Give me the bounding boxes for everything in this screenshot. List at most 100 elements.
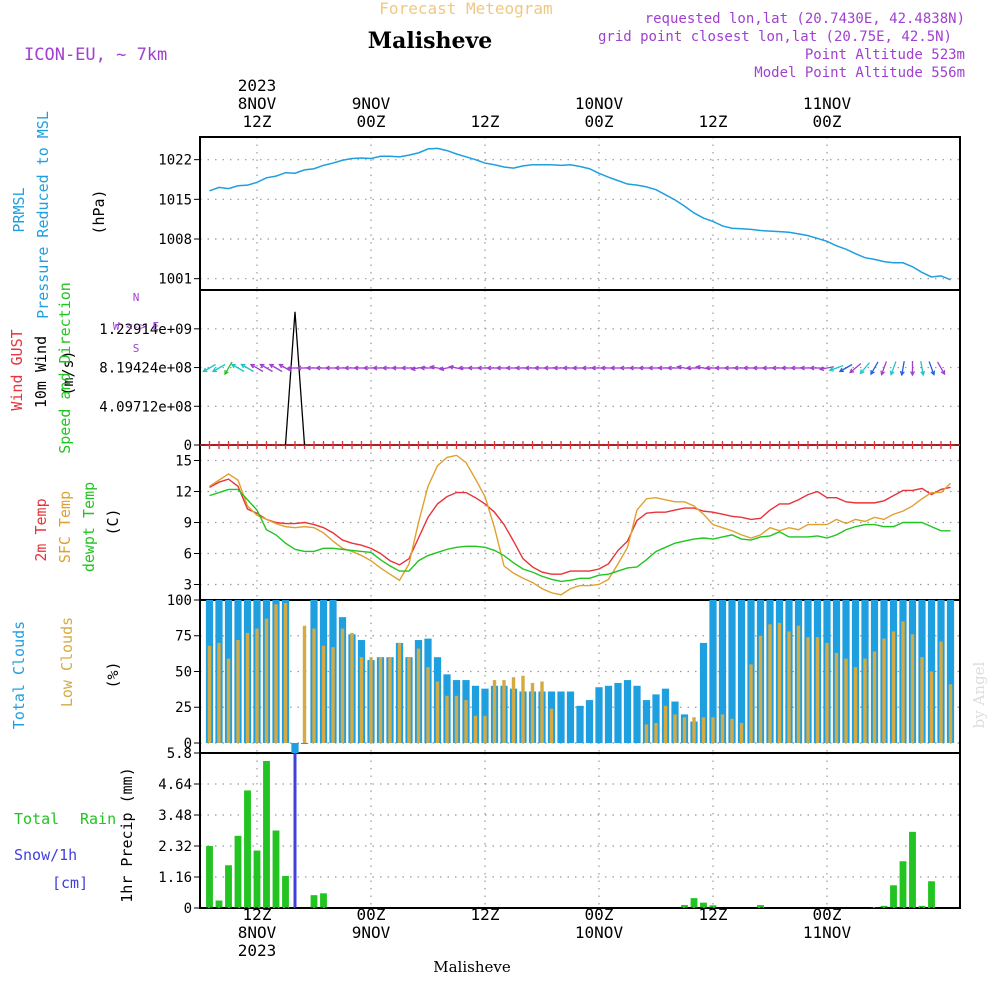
- rain-bar: [690, 898, 698, 908]
- rain-bar: [225, 865, 232, 908]
- low-cloud-bar: [673, 714, 677, 743]
- wind-dir-label: Speed and Direction: [56, 282, 74, 454]
- wind-arrow-head: [562, 365, 568, 371]
- panels: 1022 1015 1008 1001 1.22914e+09 8.19424e+08 4.…: [99, 136, 961, 917]
- low-cloud-bar: [312, 628, 316, 743]
- wind-arrow-head: [324, 365, 330, 371]
- wind-arrow-head: [533, 365, 539, 371]
- requested-coords: requested lon,lat (20.7430E, 42.4838N): [645, 11, 965, 27]
- low-cloud-bar: [435, 681, 440, 743]
- temp-unit: (C): [104, 508, 122, 535]
- precip-bars: [206, 753, 935, 908]
- wind-arrow-head: [647, 365, 653, 371]
- low-cloud-bar: [283, 602, 288, 743]
- y-tick-label: 9: [184, 516, 192, 532]
- y-tick-label: 0: [184, 438, 192, 454]
- wind-arrow-head: [714, 365, 720, 371]
- cloud-unit: (%): [104, 661, 122, 688]
- wind-arrow-head: [343, 365, 349, 371]
- low-cloud-bar: [701, 717, 706, 743]
- wind-arrow-head: [495, 365, 501, 371]
- low-cloud-bar: [264, 618, 269, 743]
- prmsl-full-label: Pressure Reduced to MSL: [34, 111, 52, 319]
- wind-arrow-head: [202, 367, 208, 373]
- wind-arrow-head: [240, 363, 246, 369]
- wind-arrow-head: [224, 370, 229, 376]
- low-cloud-bar: [777, 622, 782, 743]
- rain-bar: [928, 881, 935, 908]
- rain-bar: [272, 830, 280, 908]
- low-cloud-bar: [236, 640, 240, 743]
- low-cloud-bar: [511, 677, 516, 743]
- y-tick-label: 1001: [158, 272, 192, 288]
- total-cloud-bar: [614, 682, 622, 743]
- temp-labels: 2m Temp SFC Temp dewpt Temp (C): [32, 482, 122, 572]
- wind-arrow: [880, 361, 888, 375]
- wind-arrow-head: [685, 365, 691, 371]
- time-label: 00Z: [585, 905, 614, 924]
- low-cloud-bar: [464, 700, 468, 743]
- panel-wind: 1.22914e+09 8.19424e+08 4.09712e+08 0: [99, 289, 961, 454]
- wind-arrow-head: [590, 365, 596, 371]
- low-cloud-bar: [369, 657, 373, 743]
- low-cloud-bar: [872, 651, 877, 743]
- wind-arrow: [250, 363, 264, 373]
- y-tick-label: 0: [184, 901, 192, 917]
- gridpoint-coords: grid point closest lon,lat (20.75E, 42.5…: [598, 29, 952, 45]
- rain-bar: [282, 875, 289, 908]
- low-cloud-bar: [768, 624, 772, 743]
- low-cloud-bar: [388, 657, 392, 743]
- model-label: ICON-EU, ~ 7km: [24, 45, 167, 65]
- low-cloud-bar: [530, 682, 535, 743]
- compass-n: N: [133, 291, 140, 304]
- total-cloud-bar: [471, 685, 480, 743]
- low-cloud-bar: [663, 705, 668, 743]
- wind-arrow-head: [514, 365, 520, 371]
- wind-arrow: [849, 363, 862, 373]
- wind-arrow-head: [259, 363, 265, 369]
- low-cloud-bar: [426, 667, 430, 743]
- wind-arrow-head: [278, 363, 284, 369]
- time-label: 8NOV: [238, 923, 277, 942]
- wind-arrow-head: [628, 365, 634, 371]
- wind-arrow-head: [828, 366, 834, 372]
- low-cloud-bar: [654, 722, 658, 743]
- rain-bar: [880, 905, 888, 908]
- low-cloud-bar: [321, 645, 326, 743]
- y-tick-label: 2.32: [158, 839, 192, 855]
- rain-bar: [320, 893, 327, 908]
- cloud-bars: [205, 600, 955, 753]
- wind-arrow-head: [400, 365, 406, 371]
- time-label: 12Z: [471, 112, 500, 131]
- snow-bar: [293, 753, 297, 908]
- total-cloud-bar: [576, 705, 584, 743]
- wind-arrow-head: [619, 365, 625, 371]
- total-cloud-bar: [728, 600, 736, 743]
- wind-arrow: [920, 360, 924, 376]
- low-cloud-bar: [549, 708, 554, 743]
- low-cloud-bar: [749, 664, 753, 743]
- snow-label: Snow/1h: [14, 846, 77, 864]
- wind-arrow-head: [438, 366, 445, 372]
- y-tick-label: 1.22914e+09: [99, 322, 192, 338]
- y-tick-label: 5.8: [167, 746, 192, 762]
- y-tick-label: 1.16: [158, 870, 192, 886]
- wind-arrow-head: [809, 365, 815, 371]
- low-cloud-bar: [929, 671, 934, 743]
- wind-arrow-head: [859, 369, 865, 375]
- wind-arrow: [224, 361, 233, 375]
- low-cloud-bar: [483, 715, 487, 743]
- y-tick-label: 100: [167, 593, 192, 609]
- low-cloud-bar: [730, 718, 734, 743]
- time-label: 9NOV: [352, 94, 391, 113]
- wind-arrow: [870, 361, 879, 375]
- low-cloud-bar: [720, 714, 725, 743]
- wind-arrow-head: [899, 370, 905, 377]
- wind-arrow-head: [870, 370, 875, 376]
- wind-arrow-head: [780, 365, 786, 371]
- low-cloud-bar: [445, 695, 449, 743]
- wind-arrow-head: [448, 364, 454, 370]
- wind-arrow-head: [666, 365, 672, 371]
- wind-arrow-head: [771, 365, 777, 371]
- time-label: 10NOV: [575, 923, 624, 942]
